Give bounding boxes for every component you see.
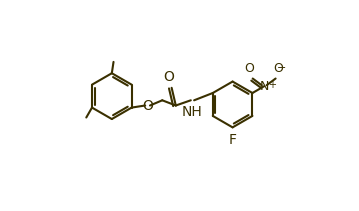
Text: O: O: [244, 62, 254, 75]
Text: O: O: [163, 70, 174, 84]
Text: O: O: [142, 99, 153, 112]
Text: +: +: [268, 80, 276, 90]
Text: −: −: [277, 63, 286, 73]
Text: F: F: [229, 133, 237, 147]
Text: O: O: [273, 62, 283, 75]
Text: N: N: [260, 80, 269, 93]
Text: NH: NH: [181, 106, 202, 119]
